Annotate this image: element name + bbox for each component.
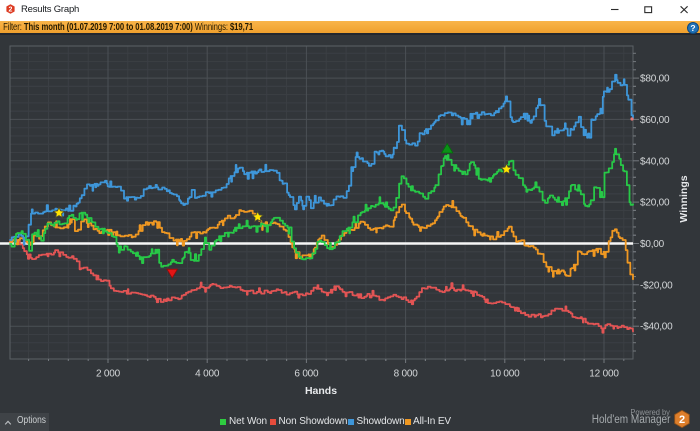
- svg-text:$20,00: $20,00: [640, 198, 670, 209]
- svg-text:2 000: 2 000: [96, 369, 121, 380]
- svg-text:?: ?: [690, 23, 695, 33]
- svg-text:8 000: 8 000: [394, 369, 419, 380]
- svg-text:-$20,00: -$20,00: [640, 280, 673, 291]
- svg-text:$80,00: $80,00: [640, 74, 670, 85]
- svg-text:Winnings: Winnings: [678, 175, 690, 222]
- svg-text:-$40,00: -$40,00: [640, 322, 673, 333]
- svg-text:4 000: 4 000: [195, 369, 220, 380]
- svg-text:6 000: 6 000: [294, 369, 319, 380]
- svg-text:$40,00: $40,00: [640, 156, 670, 167]
- svg-text:2: 2: [9, 6, 13, 13]
- svg-text:12 000: 12 000: [589, 369, 619, 380]
- svg-text:10 000: 10 000: [490, 369, 520, 380]
- svg-text:$60,00: $60,00: [640, 115, 670, 126]
- svg-text:Hands: Hands: [305, 385, 337, 397]
- svg-text:$0,00: $0,00: [640, 239, 665, 250]
